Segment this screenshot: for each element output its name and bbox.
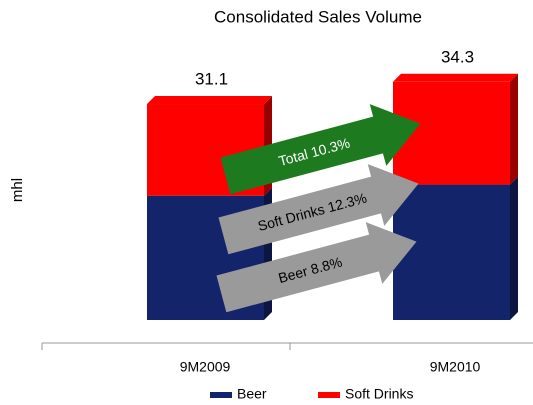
legend-swatch [318, 392, 340, 398]
bar-side [510, 73, 518, 185]
total-label: 31.1 [195, 70, 228, 89]
legend-label: Soft Drinks [345, 386, 413, 402]
chart-title: Consolidated Sales Volume [214, 7, 422, 26]
arrow-shape [216, 222, 417, 313]
arrow-shape [220, 104, 421, 195]
bar-top [147, 96, 272, 105]
arrow-shape [218, 164, 419, 255]
bar [393, 184, 510, 320]
y-axis-label: mhl [9, 178, 26, 202]
x-tick-label: 9M2010 [430, 359, 481, 375]
bar-top [393, 73, 518, 82]
trend-arrow: Beer 8.8% [216, 222, 417, 313]
legend-label: Beer [237, 386, 267, 402]
trend-arrow: Total 10.3% [220, 104, 421, 195]
bar-side [510, 176, 518, 320]
legend-swatch [210, 392, 232, 398]
x-tick-label: 9M2009 [180, 359, 231, 375]
total-label: 34.3 [441, 47, 474, 66]
